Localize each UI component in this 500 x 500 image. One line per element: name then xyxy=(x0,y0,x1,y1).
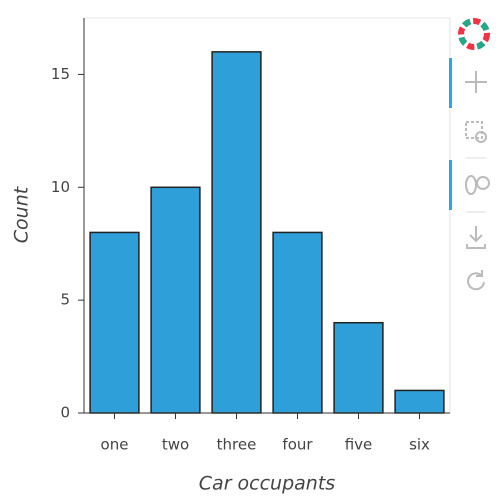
x-tick-label: six xyxy=(409,436,430,454)
toolbar xyxy=(449,18,490,291)
bar xyxy=(333,321,384,414)
bar xyxy=(211,51,262,414)
bar xyxy=(89,231,140,414)
x-axis-label: Car occupants xyxy=(199,473,336,495)
active-indicator xyxy=(449,58,452,108)
bar xyxy=(394,389,445,414)
x-tick-label: five xyxy=(345,436,373,454)
bar xyxy=(150,186,201,414)
x-tick-label: one xyxy=(101,436,129,454)
active-indicator xyxy=(449,160,452,210)
box-zoom-tool[interactable] xyxy=(465,121,487,143)
save-tool[interactable] xyxy=(466,226,486,249)
x-tick-label: three xyxy=(217,436,257,454)
y-tick-label: 5 xyxy=(60,291,70,309)
y-tick-label: 0 xyxy=(60,404,70,422)
bokeh-logo[interactable] xyxy=(458,18,490,50)
bar xyxy=(272,231,323,414)
reset-tool[interactable] xyxy=(467,270,485,291)
y-tick-label: 15 xyxy=(51,65,70,83)
y-axis-label: Count xyxy=(11,185,33,243)
x-tick-label: two xyxy=(162,436,189,454)
y-tick-label: 10 xyxy=(51,178,70,196)
pan-tool[interactable] xyxy=(465,71,487,93)
wheel-zoom-tool[interactable] xyxy=(465,175,490,195)
x-tick-label: four xyxy=(282,436,313,454)
